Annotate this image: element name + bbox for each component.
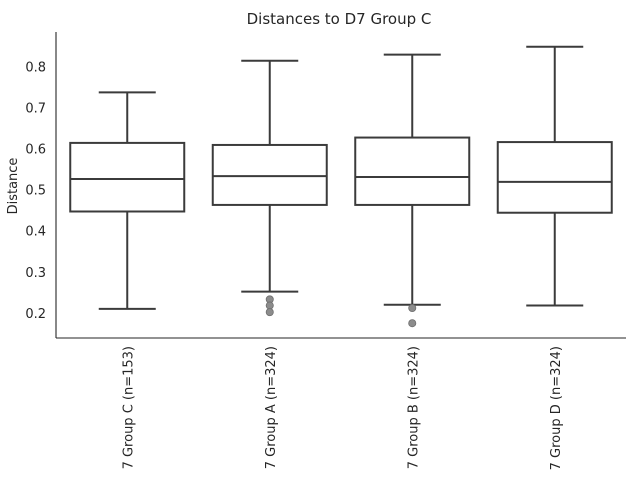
outlier-point [265,301,274,310]
iqr-box [354,136,471,206]
x-tick-label: 7 Group B (n=324) [406,346,421,469]
x-tick-label: 7 Group D (n=324) [549,346,564,470]
y-ticks: 0.2 0.3 0.4 0.5 0.6 0.7 0.8 [25,60,46,321]
y-axis-label: Distance [6,158,21,215]
iqr-box [211,143,328,206]
x-tick-label: 7 Group C (n=153) [121,346,136,469]
y-tick-label: 0.2 [25,307,46,322]
box-group [354,53,471,328]
boxes [69,45,613,328]
y-tick-label: 0.6 [25,143,46,158]
outlier-point [265,308,274,317]
y-tick-label: 0.8 [25,60,46,75]
iqr-box [496,141,613,214]
box-group [211,59,328,317]
y-tick-label: 0.5 [25,184,46,199]
chart-title: Distances to D7 Group C [247,10,432,28]
box-group [496,45,613,307]
y-tick-label: 0.3 [25,266,46,281]
y-tick-label: 0.7 [25,101,46,116]
y-tick-label: 0.4 [25,225,46,240]
outlier-point [408,319,417,328]
box-group [69,91,186,310]
iqr-box [69,141,186,213]
x-ticks: 7 Group C (n=153) 7 Group A (n=324) 7 Grou… [121,346,564,470]
outlier-point [408,304,417,313]
x-tick-label: 7 Group A (n=324) [264,346,279,469]
